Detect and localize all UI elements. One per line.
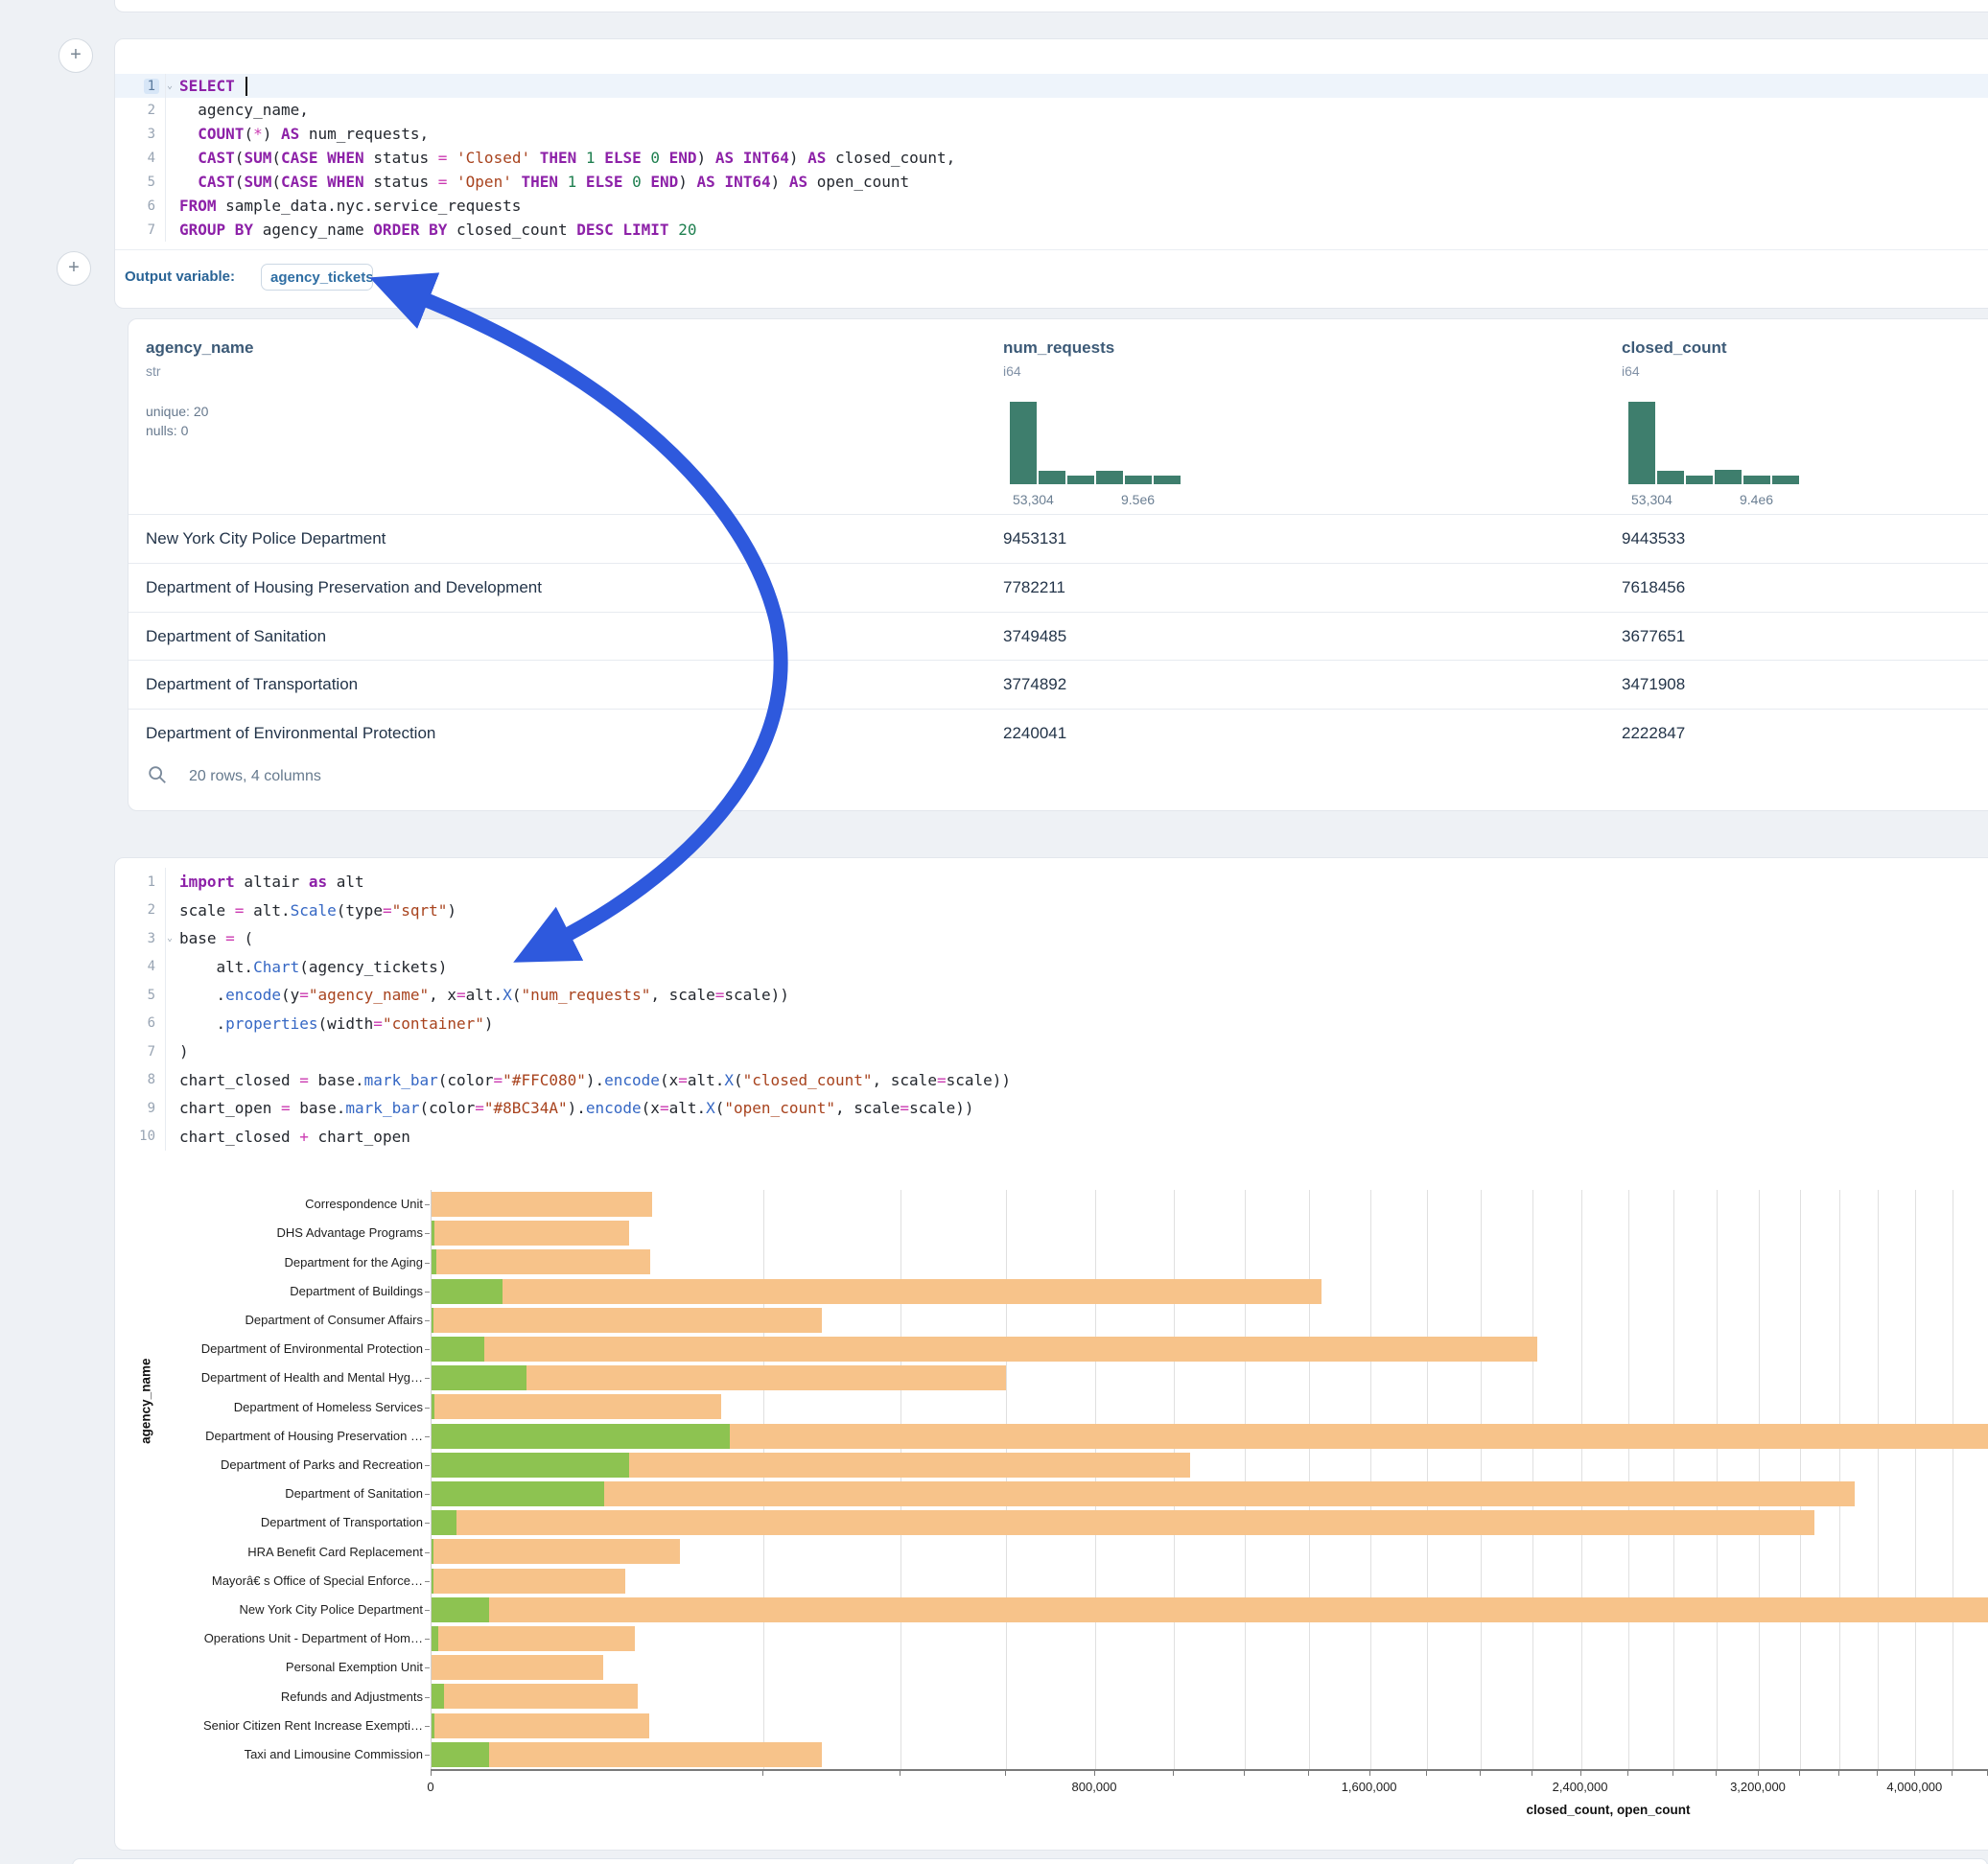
code-text: COUNT(*) AS num_requests,	[165, 122, 429, 146]
code-line: 1import altair as alt	[115, 868, 1988, 897]
column-header-num-requests[interactable]: num_requests i64	[1003, 338, 1114, 379]
line-number: 1⌄	[115, 79, 165, 94]
column-type: i64	[1622, 363, 1727, 379]
line-number: 6	[115, 1015, 165, 1031]
code-text: scale = alt.Scale(type="sqrt")	[165, 897, 456, 925]
code-text: chart_closed = base.mark_bar(color="#FFC…	[165, 1066, 1011, 1095]
code-text: chart_closed + chart_open	[165, 1123, 410, 1152]
code-text: CAST(SUM(CASE WHEN status = 'Closed' THE…	[165, 146, 955, 170]
code-text: FROM sample_data.nyc.service_requests	[165, 194, 521, 218]
code-line: 3⌄base = (	[115, 924, 1988, 953]
table-row[interactable]: New York City Police Department945313194…	[129, 514, 1988, 563]
code-line: 4 CAST(SUM(CASE WHEN status = 'Closed' T…	[115, 146, 1988, 170]
line-number: 2	[115, 103, 165, 118]
column-header-closed-count[interactable]: closed_count i64	[1622, 338, 1727, 379]
code-line: 3 COUNT(*) AS num_requests,	[115, 122, 1988, 146]
code-line: 5 CAST(SUM(CASE WHEN status = 'Open' THE…	[115, 170, 1988, 194]
table-row[interactable]: Department of Transportation377489234719…	[129, 660, 1988, 709]
python-code-editor[interactable]: 1import altair as alt2scale = alt.Scale(…	[115, 868, 1988, 1151]
table-row[interactable]: Department of Housing Preservation and D…	[129, 563, 1988, 612]
code-text: import altair as alt	[165, 868, 364, 897]
line-number: 2	[115, 902, 165, 918]
sql-code-editor[interactable]: 1⌄SELECT 2 agency_name,3 COUNT(*) AS num…	[115, 74, 1988, 242]
line-number: 3⌄	[115, 931, 165, 946]
column-name: closed_count	[1622, 338, 1727, 358]
code-line: 8chart_closed = base.mark_bar(color="#FF…	[115, 1066, 1988, 1095]
python-cell: 1import altair as alt2scale = alt.Scale(…	[114, 857, 1988, 1851]
line-number: 10	[115, 1129, 165, 1144]
code-text: base = (	[165, 924, 253, 953]
output-variable-badge[interactable]: agency_tickets	[261, 264, 373, 291]
line-number: 5	[115, 988, 165, 1003]
code-text: .properties(width="container")	[165, 1010, 494, 1038]
code-line: 10chart_closed + chart_open	[115, 1123, 1988, 1152]
column-stat-nulls: nulls: 0	[146, 423, 253, 438]
line-number: 1	[115, 874, 165, 890]
histogram-axis-max: 9.5e6	[1121, 492, 1155, 507]
code-line: 7)	[115, 1037, 1988, 1066]
notebook-page: + + 1⌄SELECT 2 agency_name,3 COUNT(*) AS…	[0, 0, 1988, 1864]
code-line: 5 .encode(y="agency_name", x=alt.X("num_…	[115, 981, 1988, 1010]
add-cell-button-middle[interactable]: +	[57, 251, 91, 286]
line-number: 3	[115, 127, 165, 142]
search-icon[interactable]	[147, 764, 168, 785]
column-type: i64	[1003, 363, 1114, 379]
code-text: )	[165, 1037, 189, 1066]
output-variable-label: Output variable:	[125, 268, 235, 285]
code-text: GROUP BY agency_name ORDER BY closed_cou…	[165, 218, 696, 242]
column-stat-unique: unique: 20	[146, 404, 253, 419]
code-text: SELECT	[165, 74, 247, 98]
collapse-chevron-icon[interactable]: ⌄	[167, 81, 173, 91]
histogram-closed-count	[1628, 402, 1799, 484]
column-header-agency-name[interactable]: agency_name str unique: 20 nulls: 0	[146, 338, 253, 438]
line-number: 9	[115, 1101, 165, 1116]
code-text: chart_open = base.mark_bar(color="#8BC34…	[165, 1094, 974, 1123]
line-number: 7	[115, 1044, 165, 1060]
code-line: 2 agency_name,	[115, 98, 1988, 122]
line-number: 6	[115, 198, 165, 214]
table-row[interactable]: Department of Environmental Protection22…	[129, 709, 1988, 757]
code-line: 6 .properties(width="container")	[115, 1010, 1988, 1038]
code-line: 7GROUP BY agency_name ORDER BY closed_co…	[115, 218, 1988, 242]
text-cursor	[246, 77, 247, 96]
code-line: 9chart_open = base.mark_bar(color="#8BC3…	[115, 1094, 1988, 1123]
output-variable-row: Output variable: agency_tickets	[115, 249, 1988, 308]
line-number: 5	[115, 175, 165, 190]
line-number: 7	[115, 222, 165, 238]
line-number: 8	[115, 1072, 165, 1087]
code-text: .encode(y="agency_name", x=alt.X("num_re…	[165, 981, 789, 1010]
code-line: 4 alt.Chart(agency_tickets)	[115, 953, 1988, 982]
column-name: num_requests	[1003, 338, 1114, 358]
code-text: CAST(SUM(CASE WHEN status = 'Open' THEN …	[165, 170, 909, 194]
next-cell-edge	[72, 1858, 1988, 1864]
code-line: 1⌄SELECT	[115, 74, 1988, 98]
column-name: agency_name	[146, 338, 253, 358]
histogram-axis-min: 53,304	[1631, 492, 1672, 507]
add-cell-button-top[interactable]: +	[58, 38, 93, 73]
previous-cell-edge	[114, 0, 1988, 12]
line-number: 4	[115, 959, 165, 974]
table-row[interactable]: Department of Sanitation37494853677651	[129, 612, 1988, 661]
output-variable-value: agency_tickets	[262, 265, 373, 286]
code-text: alt.Chart(agency_tickets)	[165, 953, 447, 982]
code-line: 2scale = alt.Scale(type="sqrt")	[115, 897, 1988, 925]
histogram-axis-min: 53,304	[1013, 492, 1054, 507]
code-line: 6FROM sample_data.nyc.service_requests	[115, 194, 1988, 218]
histogram-axis-max: 9.4e6	[1740, 492, 1773, 507]
histogram-num-requests	[1010, 402, 1181, 484]
line-number: 4	[115, 151, 165, 166]
collapse-chevron-icon[interactable]: ⌄	[167, 933, 173, 944]
results-table: agency_name str unique: 20 nulls: 0 num_…	[128, 318, 1988, 811]
column-type: str	[146, 363, 253, 379]
table-footer: 20 rows, 4 columns	[129, 757, 1988, 812]
row-count-label: 20 rows, 4 columns	[189, 768, 321, 785]
code-text: agency_name,	[165, 98, 309, 122]
sql-cell: 1⌄SELECT 2 agency_name,3 COUNT(*) AS num…	[114, 38, 1988, 309]
table-body: New York City Police Department945313194…	[129, 514, 1988, 757]
